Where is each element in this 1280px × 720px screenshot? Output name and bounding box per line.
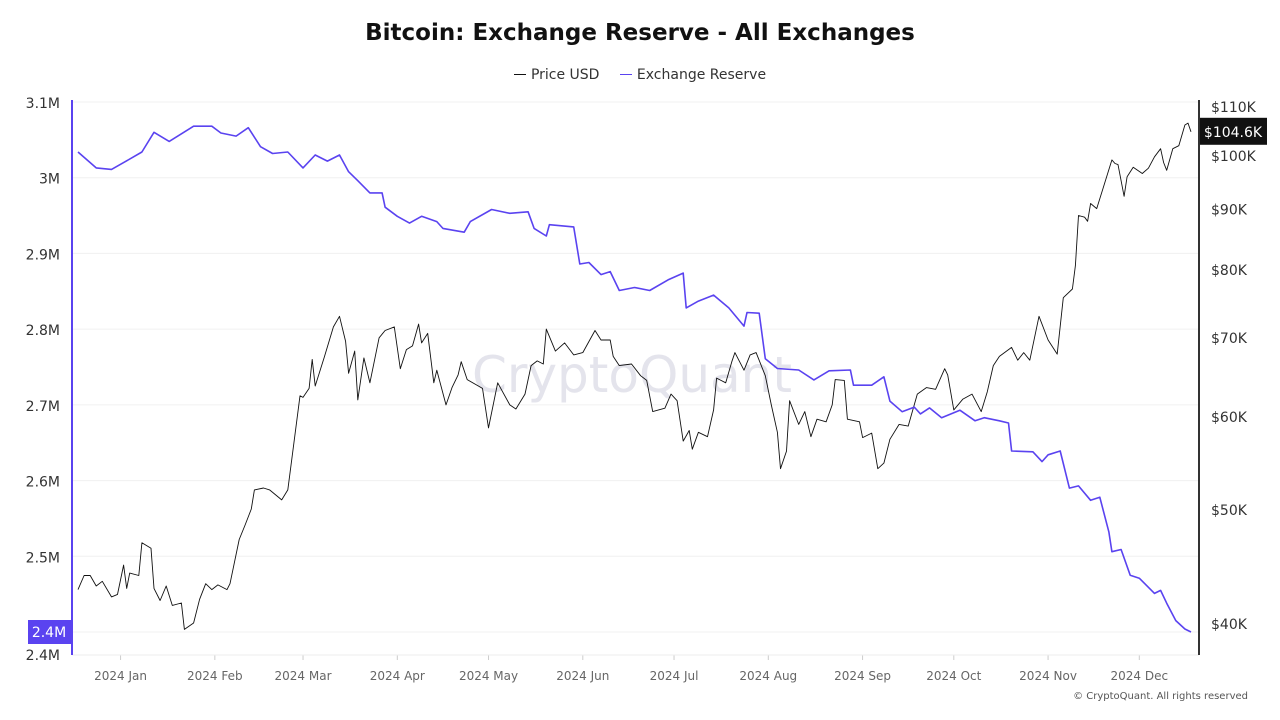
watermark: CryptoQuant: [472, 346, 792, 404]
chart-title: Bitcoin: Exchange Reserve - All Exchange…: [365, 20, 915, 46]
y-left-tick-label: 2.6M: [26, 475, 60, 491]
y-left-tick-label: 2.4M: [26, 648, 60, 664]
y-left-tick-label: 2.7M: [26, 399, 60, 415]
x-tick-label: 2024 Aug: [739, 669, 797, 683]
reserve-current-value: 2.4M: [32, 625, 66, 641]
legend-swatch-reserve: [619, 74, 632, 75]
price-current-badge: [1200, 117, 1267, 145]
x-tick-label: 2024 May: [459, 669, 518, 683]
x-axis: 2024 Jan 2024 Feb 2024 Mar 2024 Apr 2024 May…: [72, 654, 1199, 683]
y-left-tick-label: 2.9M: [26, 247, 60, 263]
legend-swatch-price: [513, 74, 526, 75]
y-right-tick-label: $60K: [1211, 410, 1248, 426]
x-tick-label: 2024 Jan: [94, 669, 147, 683]
reserve-current-badge: [28, 620, 71, 644]
y-right-tick-label: $100K: [1211, 149, 1257, 165]
gridlines: [72, 101, 1199, 633]
legend: Price USD Exchange Reserve: [0, 63, 1280, 83]
x-tick-label: 2024 Apr: [370, 669, 425, 683]
y-left-tick-label: 3M: [39, 172, 60, 188]
x-tick-label: 2024 Oct: [926, 669, 981, 683]
x-tick-label: 2024 Jun: [556, 669, 609, 683]
legend-item-price[interactable]: Price USD: [513, 66, 600, 83]
x-tick-label: 2024 Nov: [1019, 669, 1077, 683]
y-left-tick-label: 2.8M: [26, 323, 60, 339]
price-current-value: $104.6K: [1204, 125, 1263, 141]
x-tick-label: 2024 Dec: [1111, 669, 1169, 683]
legend-label-price: Price USD: [530, 66, 600, 83]
series-line-exchange-reserve: [77, 125, 1192, 633]
y-right-tick-label: $40K: [1211, 617, 1248, 633]
legend-item-reserve[interactable]: Exchange Reserve: [619, 66, 767, 83]
y-right-tick-label: $110K: [1211, 100, 1257, 116]
y-axis-right: $110K $100K $90K $80K $70K $60K $50K $40K: [1198, 100, 1257, 655]
series-line-price-usd: [77, 122, 1192, 630]
x-tick-label: 2024 Sep: [834, 669, 891, 683]
x-tick-label: 2024 Feb: [187, 669, 243, 683]
y-left-tick-label: 3.1M: [26, 96, 60, 112]
y-right-tick-label: $90K: [1211, 203, 1248, 219]
x-tick-label: 2024 Jul: [650, 669, 699, 683]
y-right-tick-label: $80K: [1211, 263, 1248, 279]
y-right-tick-label: $70K: [1211, 331, 1248, 347]
x-tick-label: 2024 Mar: [275, 669, 332, 683]
series-lines: [77, 122, 1192, 633]
y-left-tick-label: 2.5M: [26, 550, 60, 566]
y-right-tick-label: $50K: [1211, 503, 1248, 519]
value-badges: 2.4M $104.6K: [28, 117, 1267, 644]
legend-label-reserve: Exchange Reserve: [636, 66, 767, 83]
copyright: © CryptoQuant. All rights reserved: [1073, 691, 1248, 702]
y-axis-left: 3.1M 3M 2.9M 2.8M 2.7M 2.6M 2.5M 2.4M: [26, 96, 73, 664]
